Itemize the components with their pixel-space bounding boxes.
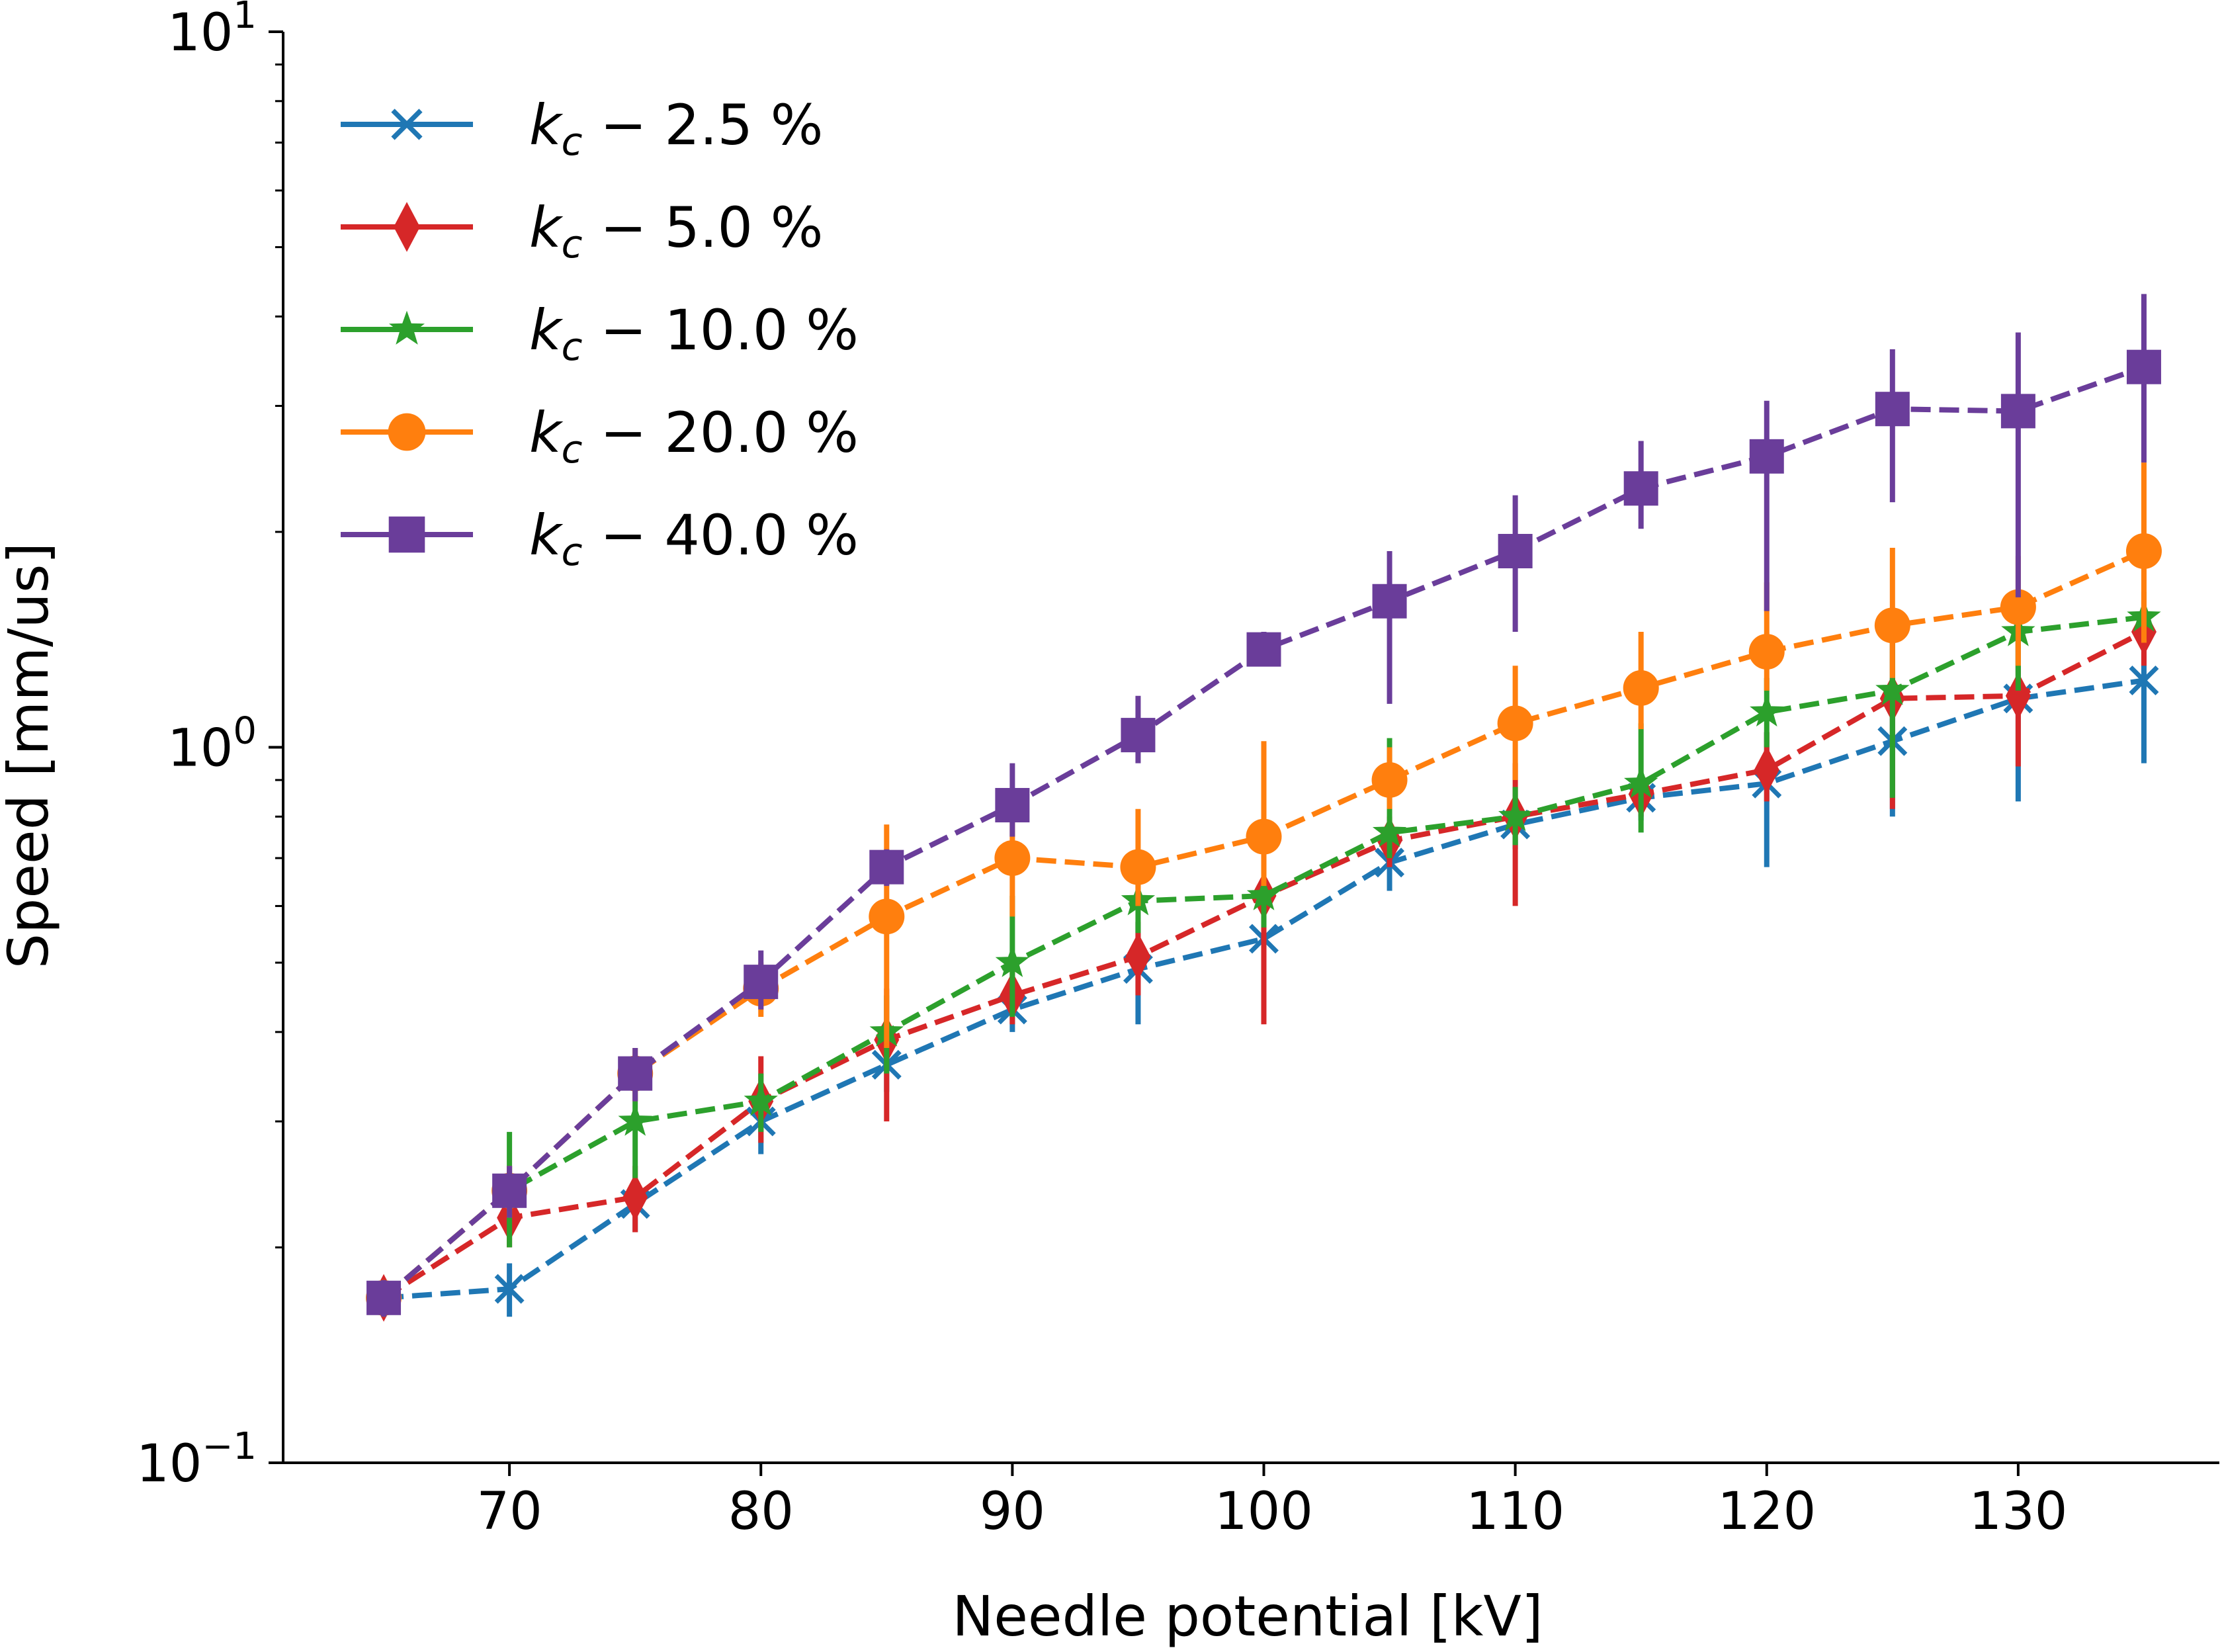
data-point [1875, 392, 1910, 427]
series-1 [371, 601, 2157, 1322]
legend-label: kc − 20.0 % [529, 400, 859, 472]
data-point [1748, 634, 1785, 670]
x-axis-title: Needle potential [kV] [952, 1584, 1543, 1649]
data-point [1749, 439, 1784, 474]
data-point [1750, 694, 1784, 727]
data-point [1125, 932, 1151, 980]
data-point [618, 1104, 652, 1136]
data-point [492, 1173, 527, 1208]
data-point [1875, 672, 1910, 705]
data-point [622, 1173, 648, 1221]
legend-entry-4: kc − 40.0 % [341, 503, 859, 574]
data-point [744, 1083, 778, 1116]
data-point [1246, 632, 1281, 667]
data-point [994, 840, 1031, 877]
data-point [1371, 761, 1408, 798]
legend-marker [389, 310, 425, 345]
data-point [869, 849, 904, 885]
data-point [1497, 705, 1533, 742]
data-point [1498, 799, 1533, 832]
data-point [2005, 672, 2031, 720]
data-point [2000, 394, 2035, 429]
data-point [1623, 670, 1659, 706]
y-axis-title: Speed [mm/us] [0, 543, 61, 969]
x-tick-label: 120 [1717, 1482, 1816, 1542]
data-point [366, 1280, 402, 1315]
data-point [1623, 471, 1658, 506]
data-point [618, 1056, 653, 1091]
data-point [1372, 584, 1407, 619]
data-point [1372, 814, 1407, 848]
data-point [1874, 607, 1910, 644]
legend-marker [391, 109, 423, 140]
legend-marker [388, 413, 426, 451]
data-point [1624, 765, 1658, 799]
legend-label: kc − 2.5 % [529, 93, 823, 164]
legend-entry-3: kc − 20.0 % [341, 400, 859, 472]
series-line [383, 677, 2145, 1301]
data-point [744, 965, 779, 1000]
legend-marker [394, 202, 420, 252]
data-point [1754, 746, 1779, 794]
x-tick-label: 100 [1215, 1482, 1313, 1542]
legend-marker [388, 516, 425, 553]
series-layer [366, 294, 2162, 1322]
x-tick-label: 70 [476, 1482, 542, 1542]
series-line [382, 614, 2145, 1300]
legend-entry-2: kc − 10.0 % [341, 298, 859, 369]
data-point [2126, 349, 2161, 384]
data-point [995, 945, 1030, 977]
legend: kc − 2.5 % kc − 5.0 % kc − 10.0 % kc − 20.0… [341, 93, 859, 574]
x-tick-label: 130 [1969, 1482, 2067, 1542]
axes: 70 80 90 100 110 120 130 10−1 100 101 [136, 0, 2219, 1542]
data-point [1121, 718, 1156, 753]
data-point [869, 898, 905, 935]
data-point [1246, 878, 1281, 910]
data-point [2000, 589, 2036, 625]
legend-entry-1: kc − 5.0 % [341, 195, 823, 267]
legend-label: kc − 40.0 % [529, 503, 859, 574]
y-tick-label: 100 [167, 710, 257, 779]
data-point [2125, 533, 2162, 569]
data-point [1246, 818, 1282, 855]
data-point [1498, 533, 1533, 568]
data-point [2129, 665, 2159, 695]
series-4 [366, 294, 2161, 1317]
x-tick-label: 90 [980, 1482, 1045, 1542]
data-point [995, 788, 1030, 823]
y-tick-label: 101 [167, 0, 257, 63]
legend-entry-0: kc − 2.5 % [341, 93, 823, 164]
x-tick-label: 80 [728, 1482, 794, 1542]
legend-label: kc − 10.0 % [529, 298, 859, 369]
x-tick-label: 110 [1466, 1482, 1564, 1542]
data-point [1120, 849, 1156, 885]
data-point [494, 1274, 525, 1304]
legend-label: kc − 5.0 % [529, 195, 823, 267]
y-tick-label: 10−1 [136, 1425, 257, 1494]
